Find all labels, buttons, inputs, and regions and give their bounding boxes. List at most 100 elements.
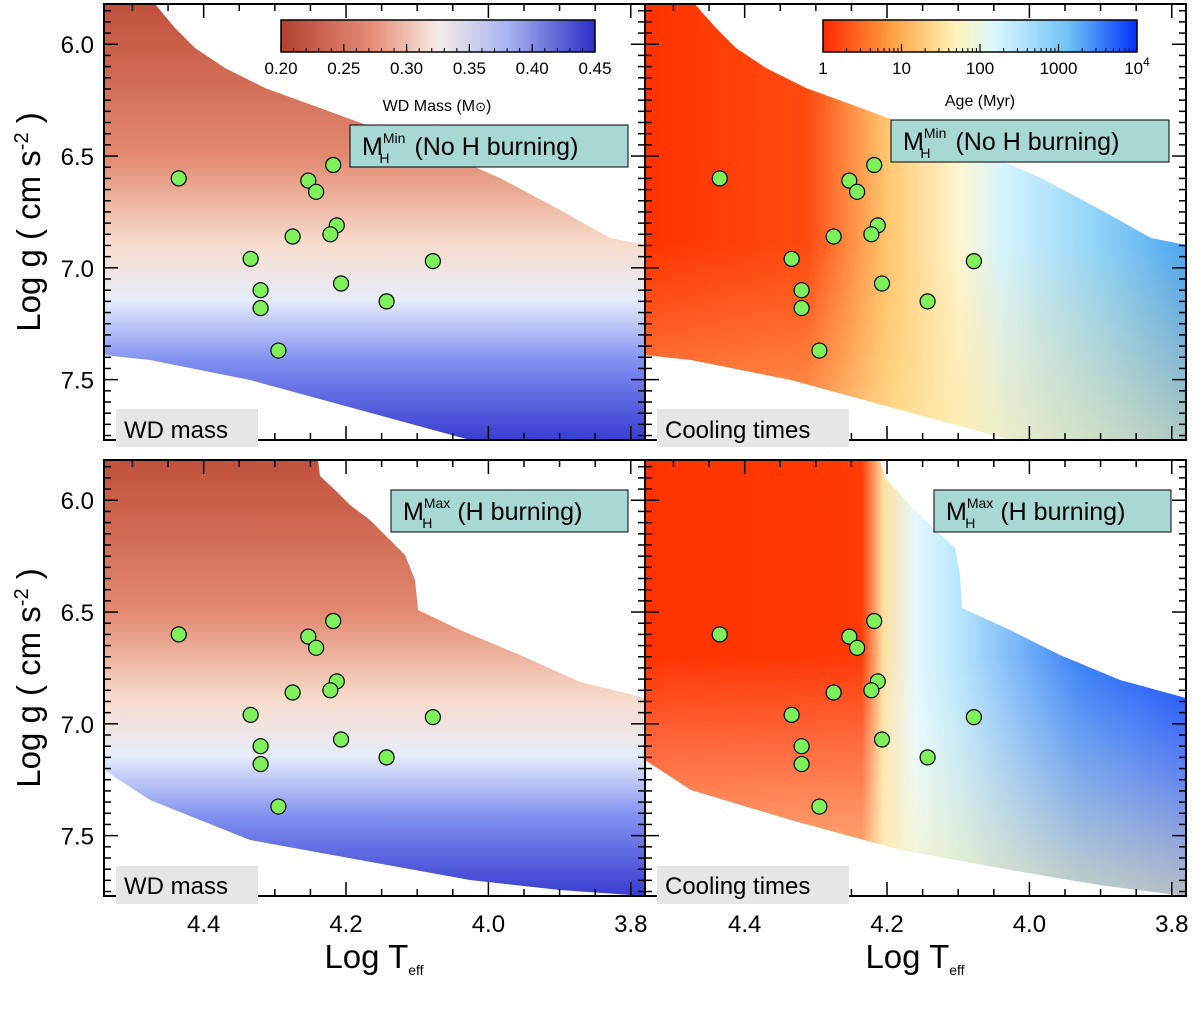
- data-point: [300, 172, 317, 189]
- y-tick-label: 6.0: [61, 488, 94, 515]
- data-point: [308, 639, 325, 656]
- data-point: [863, 226, 880, 243]
- data-points: [170, 156, 982, 815]
- age-surface-max-shade: [645, 460, 1186, 896]
- data-point: [170, 626, 187, 643]
- frame-top-right: [644, 3, 1187, 441]
- x-tick-label: 4.0: [1013, 911, 1046, 938]
- panel-label-text: Cooling times: [665, 873, 810, 900]
- data-point: [242, 250, 259, 267]
- y-axis-title-bottom: Log g ( cm s-2 ): [10, 568, 47, 788]
- colorbar-mass-tick-label: 0.35: [453, 59, 486, 78]
- y-tick-label: 7.5: [61, 824, 94, 851]
- y-tick-label: 6.5: [61, 600, 94, 627]
- data-point: [811, 798, 828, 815]
- model-label-top-left: MMin H (No H burning): [349, 124, 629, 168]
- colorbar-age-tick-label: 1000: [1040, 59, 1078, 78]
- colorbar-age-tick-label: 104: [1124, 55, 1150, 78]
- panel-label-box: [116, 409, 258, 447]
- model-label-text: MMax H (H burning): [403, 495, 582, 531]
- colorbar-mass-bar: [280, 19, 596, 53]
- model-label-text: MMax H (H burning): [946, 495, 1125, 531]
- panel-label-box: [657, 866, 849, 904]
- data-point: [873, 731, 891, 748]
- data-point: [965, 253, 982, 270]
- data-point: [811, 342, 828, 359]
- data-point: [793, 738, 810, 755]
- data-point: [325, 156, 342, 174]
- panel-top-left: [104, 4, 645, 440]
- data-point: [866, 612, 883, 630]
- model-label-bottom-left: MMax H (H burning): [390, 489, 629, 533]
- data-point: [965, 709, 982, 726]
- colorbar-mass-tick-label: 0.20: [264, 59, 297, 78]
- mass-surface-min: [104, 4, 645, 440]
- data-point: [284, 228, 301, 245]
- panel-bottom-left: [104, 460, 645, 896]
- model-label-text: MMin H (No H burning): [362, 130, 578, 166]
- data-point: [424, 253, 441, 270]
- panel-label-text: WD mass: [124, 417, 228, 444]
- data-point: [252, 282, 269, 299]
- y-tick-label: 7.5: [61, 368, 94, 395]
- colorbar-mass: 0.20 0.25 0.30 0.35 0.40 0.45 WD Mass (M⊙): [264, 19, 612, 115]
- panel-label-text: Cooling times: [665, 417, 810, 444]
- data-point: [711, 170, 728, 187]
- data-point: [300, 628, 317, 645]
- x-tick-labels: 4.4 4.2 4.0 3.8 4.4 4.2 4.0 3.8: [187, 911, 1188, 938]
- y-tick-labels: 6.0 6.5 7.0 7.5 6.0 6.5 7.0 7.5: [61, 32, 94, 850]
- data-point: [793, 299, 810, 317]
- y-tick-label: 7.0: [61, 256, 94, 283]
- data-point: [849, 639, 866, 656]
- data-point: [378, 749, 395, 766]
- panel-bottom-right: [645, 460, 1186, 896]
- model-label-box: [390, 489, 629, 533]
- data-point: [825, 684, 842, 701]
- colorbar-age-tick-label: 1: [818, 59, 827, 78]
- panel-label-top-right: Cooling times: [657, 409, 849, 447]
- colorbar-age: 1 10 100 1000 104 Age (Myr): [818, 19, 1150, 110]
- data-point: [242, 706, 259, 723]
- panel-label-box: [657, 409, 849, 447]
- x-tick-label: 4.2: [870, 911, 903, 938]
- data-point: [252, 755, 269, 773]
- data-point: [841, 172, 858, 189]
- data-point: [332, 275, 350, 292]
- data-point: [783, 250, 800, 267]
- model-label-bottom-right: MMax H (H burning): [933, 489, 1172, 533]
- panel-label-top-left: WD mass: [116, 409, 258, 447]
- colorbar-age-title: Age (Myr): [945, 93, 1015, 110]
- model-label-box: [349, 124, 629, 168]
- colorbar-age-tick-label: 100: [966, 59, 994, 78]
- data-point: [919, 749, 936, 766]
- x-tick-label: 4.4: [728, 911, 761, 938]
- mass-surface-max-main: [104, 460, 645, 896]
- x-tick-label: 3.8: [1155, 911, 1188, 938]
- data-point: [866, 156, 883, 174]
- data-point: [863, 682, 880, 699]
- data-point: [793, 282, 810, 299]
- colorbar-mass-tick-label: 0.30: [390, 59, 423, 78]
- colorbar-mass-ticks: 0.20 0.25 0.30 0.35 0.40 0.45: [264, 44, 612, 78]
- x-tick-label: 3.8: [614, 911, 647, 938]
- y-tick-label: 6.0: [61, 32, 94, 59]
- frame-bottom-right: [644, 459, 1187, 897]
- panel-label-box: [116, 866, 258, 904]
- colorbar-mass-tick-label: 0.45: [578, 59, 611, 78]
- data-point: [873, 275, 891, 292]
- model-label-box: [933, 489, 1172, 533]
- data-point: [252, 299, 269, 317]
- panel-top-right: [645, 4, 1186, 440]
- colorbar-age-tick-label: 10: [892, 59, 911, 78]
- data-point: [825, 228, 842, 245]
- data-point: [322, 226, 339, 243]
- data-point: [252, 738, 269, 755]
- model-label-top-right: MMin H (No H burning): [890, 119, 1170, 163]
- data-point: [424, 709, 441, 726]
- data-point: [849, 183, 866, 200]
- y-tick-label: 7.0: [61, 712, 94, 739]
- data-point: [270, 798, 287, 815]
- data-point: [308, 183, 325, 200]
- x-axis-title-left: Log Teff: [324, 938, 423, 978]
